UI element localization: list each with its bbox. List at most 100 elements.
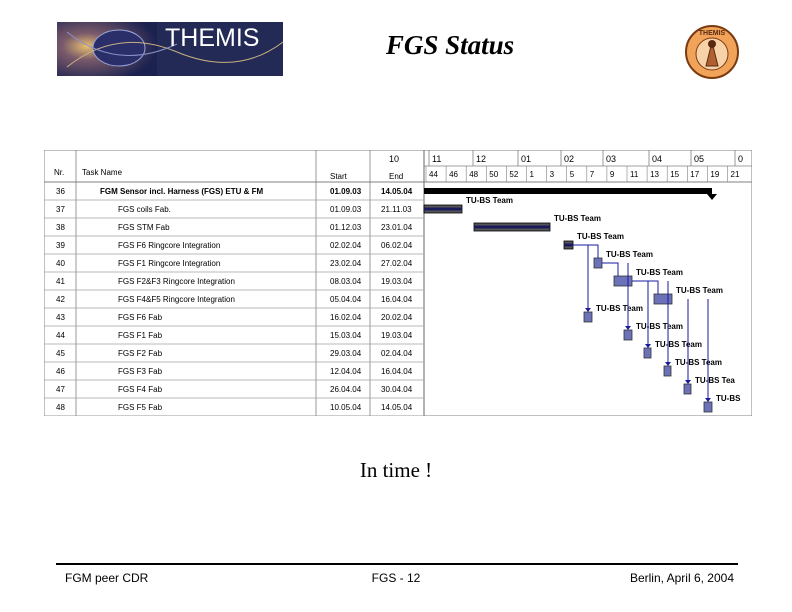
timescale-week-label: 1 [530,170,535,179]
patch-logo-text: THEMIS [699,30,726,37]
row-end: 14.05.04 [381,187,413,196]
gantt-header: Nr. Task Name Start End [54,168,403,181]
row-end: 14.05.04 [381,403,413,412]
row-nr: 42 [56,295,65,304]
row-start: 15.03.04 [330,331,362,340]
gantt-bars: TU-BS Team TU-BS Team TU-BS Team TU-BS Team… [423,188,741,413]
timescale-week-label: 19 [710,170,719,179]
timescale-month-label: 10 [389,154,399,164]
timescale-week-label: 21 [731,170,740,179]
gantt-rows: 36 FGM Sensor incl. Harness (FGS) ETU & F… [56,187,413,412]
row-start: 02.02.04 [330,241,362,250]
timescale-week-label: 50 [489,170,498,179]
task-bar [643,347,652,359]
task-bar-resource-label: TU-BS Team [596,304,643,313]
task-progress-bar [474,225,550,229]
footer-rule [56,563,738,565]
row-nr: 37 [56,205,65,214]
row-nr: 39 [56,241,65,250]
timescale-month-label: 05 [694,154,704,164]
gantt-timescale: 10 11 12 01 02 03 04 05 044 46 48 50 52 1 3 5 7 9 11 13 15 17… [389,150,743,182]
row-task-name: FGS F5 Fab [118,403,163,412]
row-task-name: FGM Sensor incl. Harness (FGS) ETU & FM [100,187,263,196]
timescale-week-label: 11 [630,170,639,179]
row-end: 27.02.04 [381,259,413,268]
row-start: 05.04.04 [330,295,362,304]
task-bar [663,365,672,377]
footer-date: Berlin, April 6, 2004 [629,571,734,585]
dependency-arrowhead [585,308,591,312]
timescale-month-label: 12 [476,154,486,164]
dependency-link [573,244,599,258]
row-nr: 36 [56,187,65,196]
timescale-month-label: 11 [432,154,441,164]
row-end: 02.04.04 [381,349,413,358]
footer-left-text: FGM peer CDR [65,571,149,585]
task-bar-resource-label: TU-BS Team [466,196,513,205]
banner-logo-text: THEMIS [165,24,259,52]
row-task-name: FGS F1 Ringcore Integration [118,259,220,268]
row-start: 26.04.04 [330,385,362,394]
row-task-name: FGS F4 Fab [118,385,163,394]
row-task-name: FGS F2&F3 Ringcore Integration [118,277,235,286]
column-header-nr: Nr. [54,168,64,177]
task-bar [703,401,713,413]
status-caption: In time ! [359,458,433,482]
task-bar [583,311,593,323]
row-end: 16.04.04 [381,367,413,376]
row-end: 20.02.04 [381,313,413,322]
row-end: 19.03.04 [381,277,413,286]
timescale-month-label: 04 [652,154,662,164]
row-nr: 46 [56,367,65,376]
timescale-week-label: 46 [449,170,458,179]
summary-bar-end-marker [707,194,717,200]
row-task-name: FGS F4&F5 Ringcore Integration [118,295,235,304]
row-nr: 45 [56,349,65,358]
timescale-month-label: 01 [521,154,531,164]
timescale-week-label: 15 [670,170,679,179]
task-bar-resource-label: TU-BS Team [577,232,624,241]
row-end: 21.11.03 [381,205,412,214]
row-start: 01.12.03 [330,223,362,232]
task-bar [683,383,692,395]
row-start: 12.04.04 [330,367,362,376]
row-task-name: FGS F6 Fab [118,313,163,322]
task-bar-resource-label: TU-BS Tea [695,376,735,385]
themis-patch-logo: THEMIS [684,24,740,80]
row-end: 06.02.04 [381,241,413,250]
row-nr: 41 [56,277,65,286]
row-start: 08.03.04 [330,277,362,286]
task-bar-resource-label: TU-BS Team [636,268,683,277]
footer-page-number: FGS - 12 [371,571,421,585]
row-task-name: FGS F2 Fab [118,349,163,358]
dependency-link [632,280,659,294]
row-end: 23.01.04 [381,223,413,232]
row-nr: 38 [56,223,65,232]
page-title: FGS Status [385,30,515,60]
row-end: 30.04.04 [381,385,413,394]
dependency-arrowhead [705,398,711,402]
timescale-month-label: 0 [738,154,743,164]
gantt-grid [44,150,752,416]
row-task-name: FGS F6 Ringcore Integration [118,241,220,250]
timescale-month-label: 02 [564,154,574,164]
row-task-name: FGS STM Fab [118,223,170,232]
row-nr: 48 [56,403,65,412]
timescale-week-label: 9 [610,170,615,179]
timescale-week-label: 52 [509,170,518,179]
timescale-week-label: 5 [570,170,575,179]
task-bar [623,329,633,341]
row-nr: 40 [56,259,65,268]
task-progress-bar [564,243,573,247]
timescale-week-label: 48 [469,170,478,179]
row-nr: 44 [56,331,65,340]
timescale-week-label: 17 [690,170,699,179]
row-start: 16.02.04 [330,313,362,322]
dependency-link [602,262,619,276]
row-task-name: FGS F1 Fab [118,331,163,340]
task-bar-resource-label: TU-BS Team [636,322,683,331]
dependency-arrowhead [625,326,631,330]
gantt-chart: Nr. Task Name Start End 10 11 12 01 02 03 04 05… [44,150,752,416]
row-end: 16.04.04 [381,295,413,304]
timescale-month-label: 03 [606,154,616,164]
